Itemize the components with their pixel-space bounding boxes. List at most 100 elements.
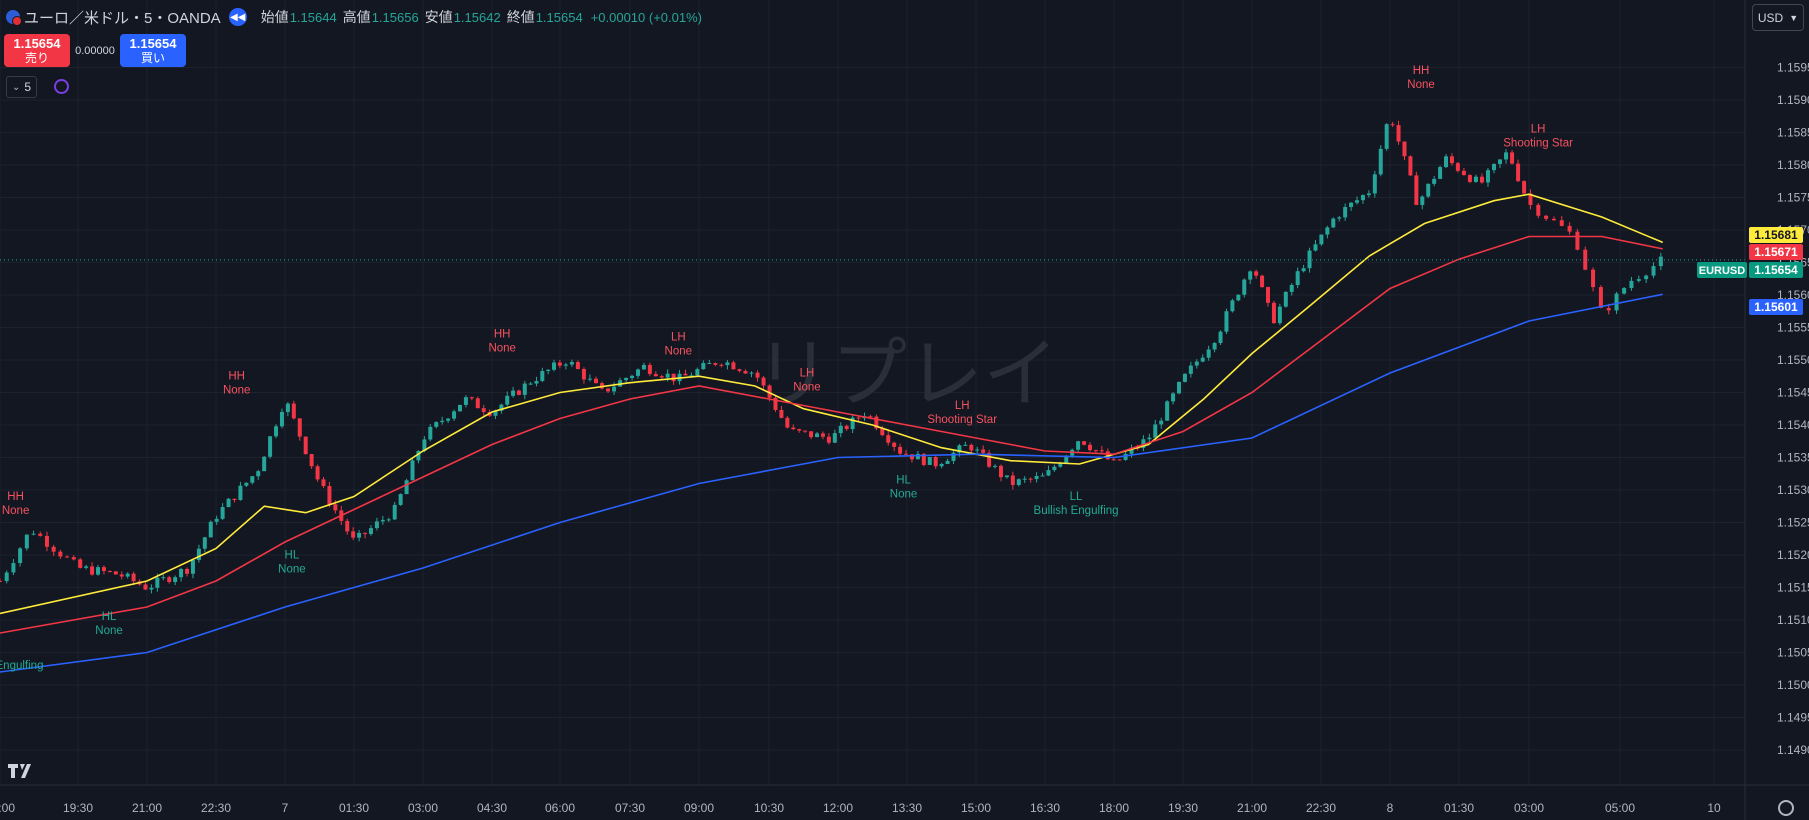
candle-body <box>1432 178 1437 184</box>
candle-body <box>993 465 998 467</box>
low-label: 安値 <box>424 9 453 25</box>
candle-body <box>1064 455 1069 464</box>
candle-body <box>1658 256 1663 267</box>
candle-body <box>1111 459 1116 461</box>
candle-body <box>689 375 694 377</box>
price-tick-label: 1.15800 <box>1777 158 1809 172</box>
time-axis[interactable]: 18:00 19:30 21:00 22:30 7 01:30 03:00 04:30 06:0… <box>0 784 1809 815</box>
sell-button[interactable]: 1.15654 売り <box>4 34 70 67</box>
candle-body <box>11 563 16 573</box>
candle-body <box>630 375 635 378</box>
candle-body <box>446 418 451 421</box>
candle-body <box>1040 475 1045 477</box>
price-tick-label: 1.15350 <box>1777 451 1809 465</box>
candle-body <box>587 378 592 380</box>
interval-toggle[interactable]: ⌄ 5 <box>6 76 38 98</box>
candle-body <box>1355 200 1360 203</box>
candle-body <box>761 377 766 386</box>
gear-icon[interactable] <box>1778 800 1794 816</box>
candle-body <box>1567 225 1572 232</box>
symbol-title[interactable]: ユーロ／米ドル・5・OANDA <box>24 9 221 27</box>
candle-body <box>963 444 968 446</box>
trade-panel: 1.15654 売り 0.00000 1.15654 買い <box>4 34 186 67</box>
candle-body <box>1384 124 1389 149</box>
buy-button[interactable]: 1.15654 買い <box>120 34 186 67</box>
swing-label: None <box>1407 79 1435 91</box>
candle-body <box>1455 163 1460 171</box>
candle-body <box>1147 437 1152 440</box>
candle-body <box>1390 124 1395 126</box>
current-price-tag-bg <box>1749 262 1803 278</box>
candle-body <box>1022 478 1027 480</box>
ma-yellow-tag: 1.15681 <box>1754 228 1798 242</box>
ma-line <box>0 235 1663 634</box>
candle-body <box>155 577 160 588</box>
candle-body <box>546 369 551 372</box>
price-tick-label: 1.15100 <box>1777 613 1809 627</box>
time-tick-label: 22:30 <box>201 801 231 815</box>
time-tick-label: 18:00 <box>0 801 15 815</box>
swing-label: Engulfing <box>0 660 43 672</box>
candle-body <box>214 518 219 522</box>
candle-body <box>1522 181 1527 194</box>
candle-body <box>44 535 49 547</box>
candle-body <box>1319 234 1324 245</box>
candle-body <box>1171 393 1176 402</box>
candle-body <box>921 453 926 465</box>
candle-body <box>357 532 362 538</box>
price-tick-label: 1.15000 <box>1777 678 1809 692</box>
candle-body <box>909 454 914 460</box>
candle-body <box>1360 195 1365 201</box>
candle-body <box>1504 152 1509 160</box>
candle-body <box>1076 441 1081 450</box>
candle-body <box>1295 271 1300 286</box>
candle-body <box>1117 459 1122 461</box>
candle-body <box>659 376 664 378</box>
time-tick-label: 12:00 <box>823 801 853 815</box>
candle-body <box>939 463 944 467</box>
candle-body <box>516 390 521 395</box>
candle-body <box>832 433 837 443</box>
candle-body <box>1260 275 1265 288</box>
candle-body <box>647 364 652 374</box>
swing-label: None <box>488 342 516 354</box>
candle-body <box>1176 381 1181 394</box>
price-tick-label: 1.15950 <box>1777 61 1809 75</box>
candle-body <box>351 531 356 538</box>
replay-rewind-icon[interactable]: ◀◀ <box>228 8 247 26</box>
candle-body <box>552 362 557 370</box>
time-tick-label: 05:00 <box>1605 801 1635 815</box>
time-tick-label: 15:00 <box>961 801 991 815</box>
candle-body <box>815 433 820 438</box>
candle-body <box>0 581 2 582</box>
swing-label: Bullish Engulfing <box>1034 505 1119 517</box>
candle-body <box>1212 342 1217 350</box>
candle-body <box>143 584 148 590</box>
candle-body <box>196 548 201 561</box>
candle-body <box>1242 279 1247 295</box>
symbol-tag: EURUSD <box>1699 265 1746 277</box>
candle-body <box>1343 207 1348 218</box>
candle-body <box>945 460 950 464</box>
candle-body <box>457 404 462 412</box>
candle-body <box>1182 373 1187 382</box>
candle-body <box>569 362 574 365</box>
candle-body <box>327 486 332 505</box>
candle-body <box>1236 294 1241 301</box>
candle-body <box>1372 174 1377 194</box>
candle-body <box>1575 231 1580 250</box>
currency-selector[interactable]: USD ▼ <box>1752 4 1804 31</box>
candle-body <box>1614 293 1619 311</box>
candle-body <box>785 417 790 428</box>
candle-body <box>1337 217 1342 219</box>
candle-body <box>1559 220 1564 226</box>
price-axis[interactable]: 1.14900 1.14950 1.15000 1.15050 1.15100 1.151… <box>1744 0 1809 820</box>
candle-body <box>743 370 748 374</box>
chevron-down-icon: ⌄ <box>12 81 21 93</box>
candle-body <box>315 466 320 480</box>
candle-body <box>695 369 700 376</box>
candle-body <box>773 397 778 410</box>
time-tick-label: 01:30 <box>339 801 369 815</box>
candle-body <box>1622 288 1627 294</box>
